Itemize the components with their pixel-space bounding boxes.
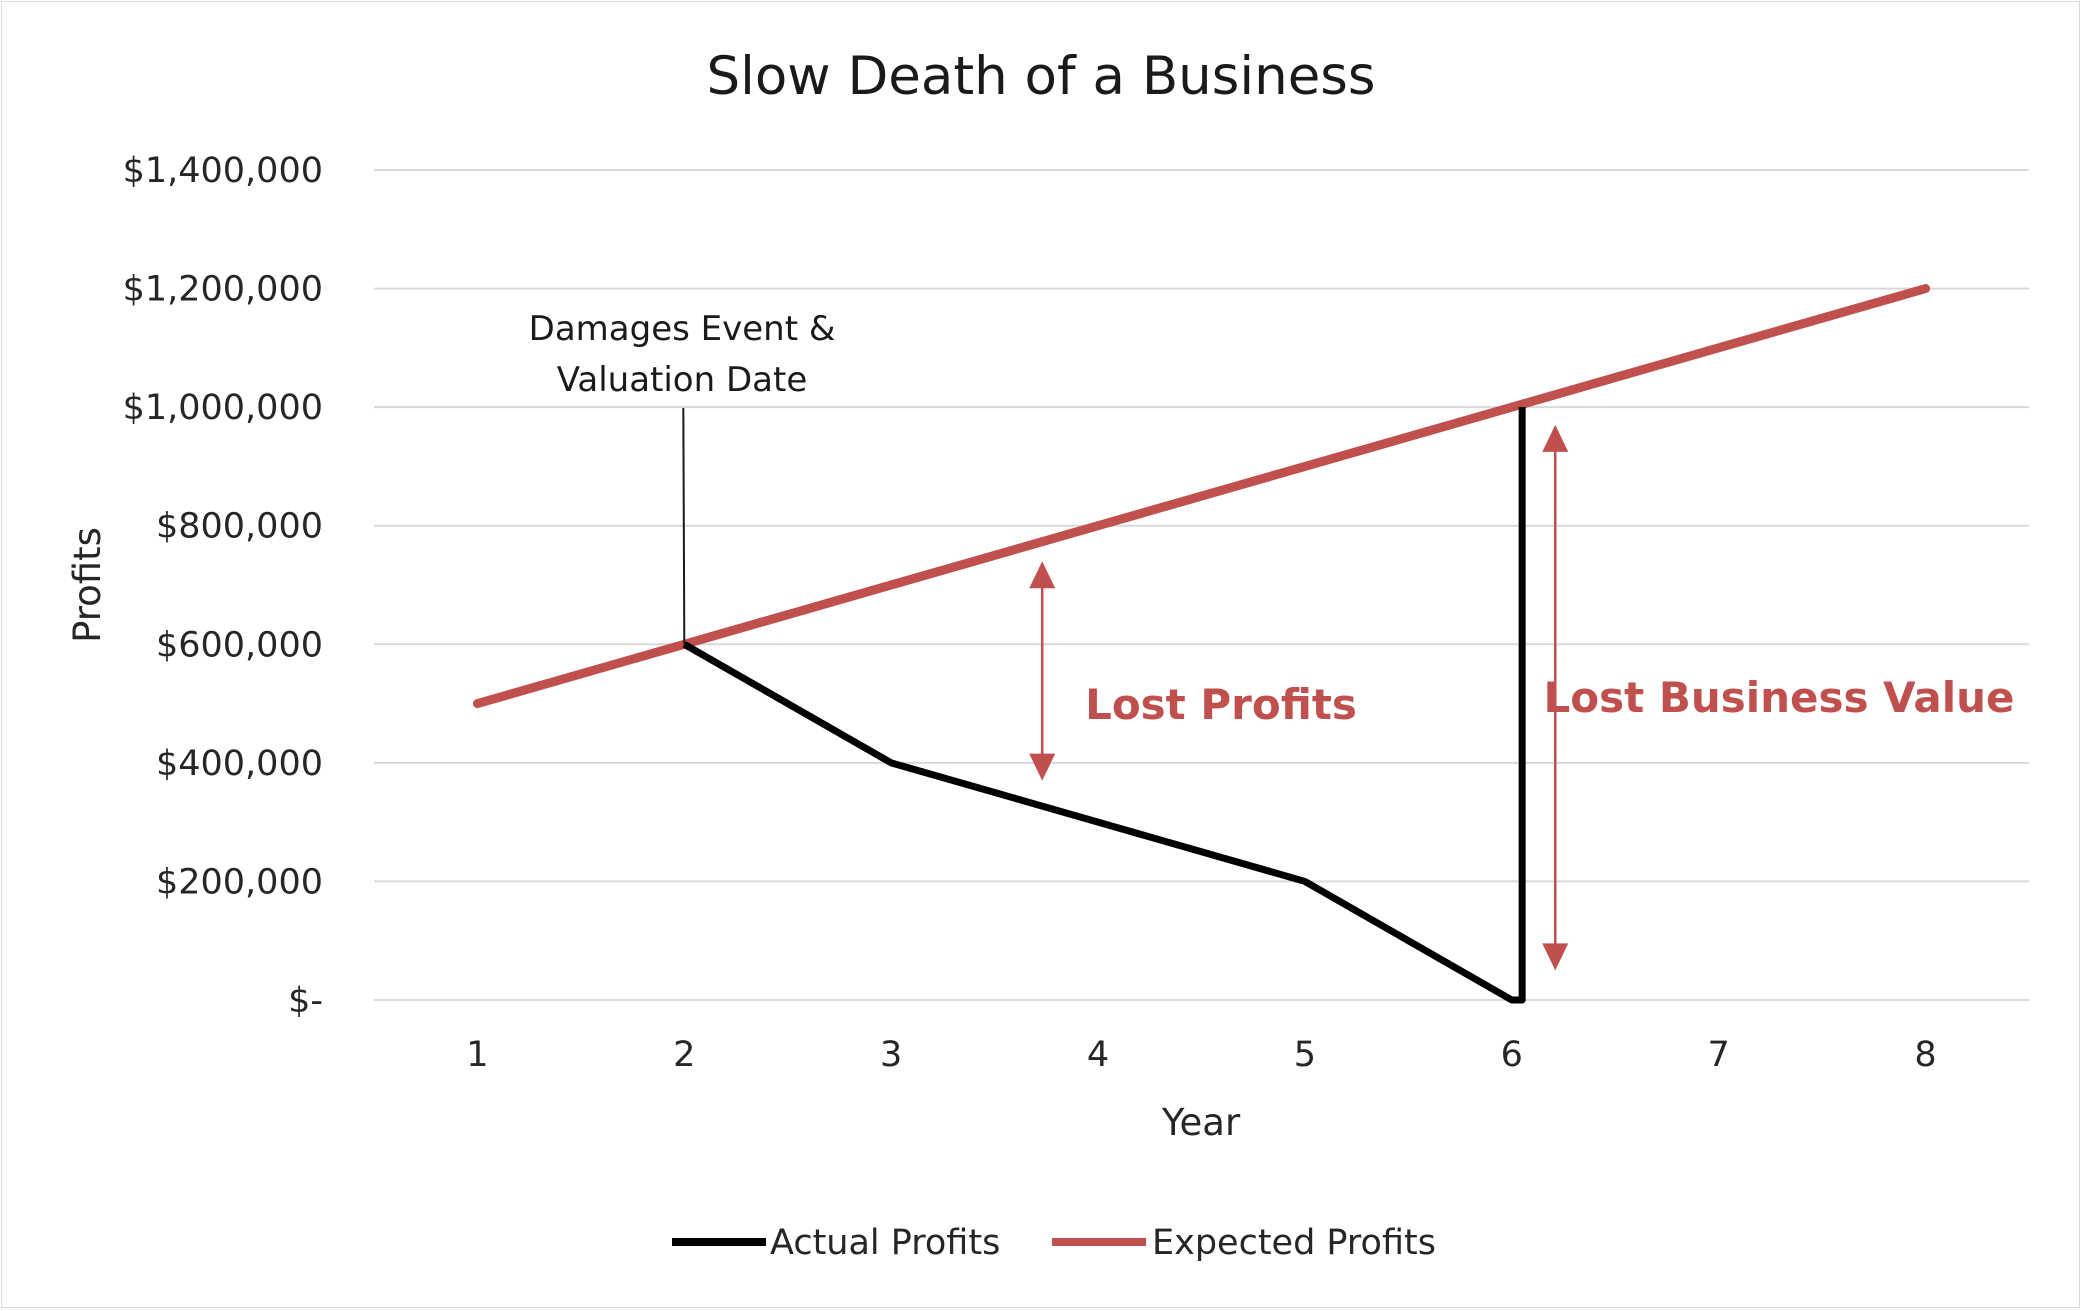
- annotation-layer: [682, 407, 1569, 971]
- y-axis-title: Profits: [66, 527, 109, 643]
- lost-profits-label: Lost Profits: [1085, 680, 1357, 729]
- x-axis-title: Year: [1161, 1101, 1241, 1144]
- x-tick-labels: 1 2 3 4 5 6 7 8: [466, 1035, 1936, 1075]
- y-tick-label: $800,000: [156, 507, 323, 547]
- x-tick-label: 5: [1294, 1035, 1316, 1075]
- y-tick-label: $1,400,000: [123, 151, 323, 191]
- x-tick-label: 8: [1914, 1035, 1936, 1075]
- x-tick-label: 2: [673, 1035, 695, 1075]
- x-tick-label: 6: [1501, 1035, 1523, 1075]
- lost-business-value-arrow-head-up: [1542, 424, 1569, 452]
- y-tick-labels: $- $200,000 $400,000 $600,000 $800,000 $1,000…: [123, 151, 323, 1021]
- y-tick-label: $600,000: [156, 625, 323, 665]
- y-tick-label: $1,000,000: [123, 388, 323, 428]
- x-tick-label: 3: [880, 1035, 902, 1075]
- lost-profits-arrow-head-up: [1029, 561, 1056, 589]
- x-tick-label: 7: [1708, 1035, 1730, 1075]
- series-actual-profits-line: [682, 407, 1526, 1004]
- gridlines: [374, 169, 2029, 1001]
- lost-business-value-label: Lost Business Value: [1544, 673, 2015, 722]
- series-layer: [472, 284, 1931, 1004]
- lost-profits-arrow-head-down: [1029, 753, 1056, 781]
- y-tick-label: $400,000: [156, 744, 323, 784]
- event-annotation-line2: Valuation Date: [557, 360, 807, 400]
- x-tick-label: 4: [1087, 1035, 1109, 1075]
- y-tick-label: $1,200,000: [123, 270, 323, 310]
- y-tick-label: $-: [288, 981, 323, 1021]
- event-leader-line: [682, 407, 686, 645]
- lost-business-value-arrow-head-down: [1542, 943, 1569, 971]
- legend-label-actual: Actual Profits: [770, 1223, 1000, 1263]
- y-tick-label: $200,000: [156, 862, 323, 902]
- series-expected-profits-line: [472, 284, 1931, 709]
- legend: Actual Profits Expected Profits: [672, 1223, 1436, 1263]
- chart-title: Slow Death of a Business: [706, 46, 1375, 107]
- x-tick-label: 1: [466, 1035, 488, 1075]
- legend-label-expected: Expected Profits: [1152, 1223, 1436, 1263]
- event-annotation-line1: Damages Event &: [529, 309, 836, 349]
